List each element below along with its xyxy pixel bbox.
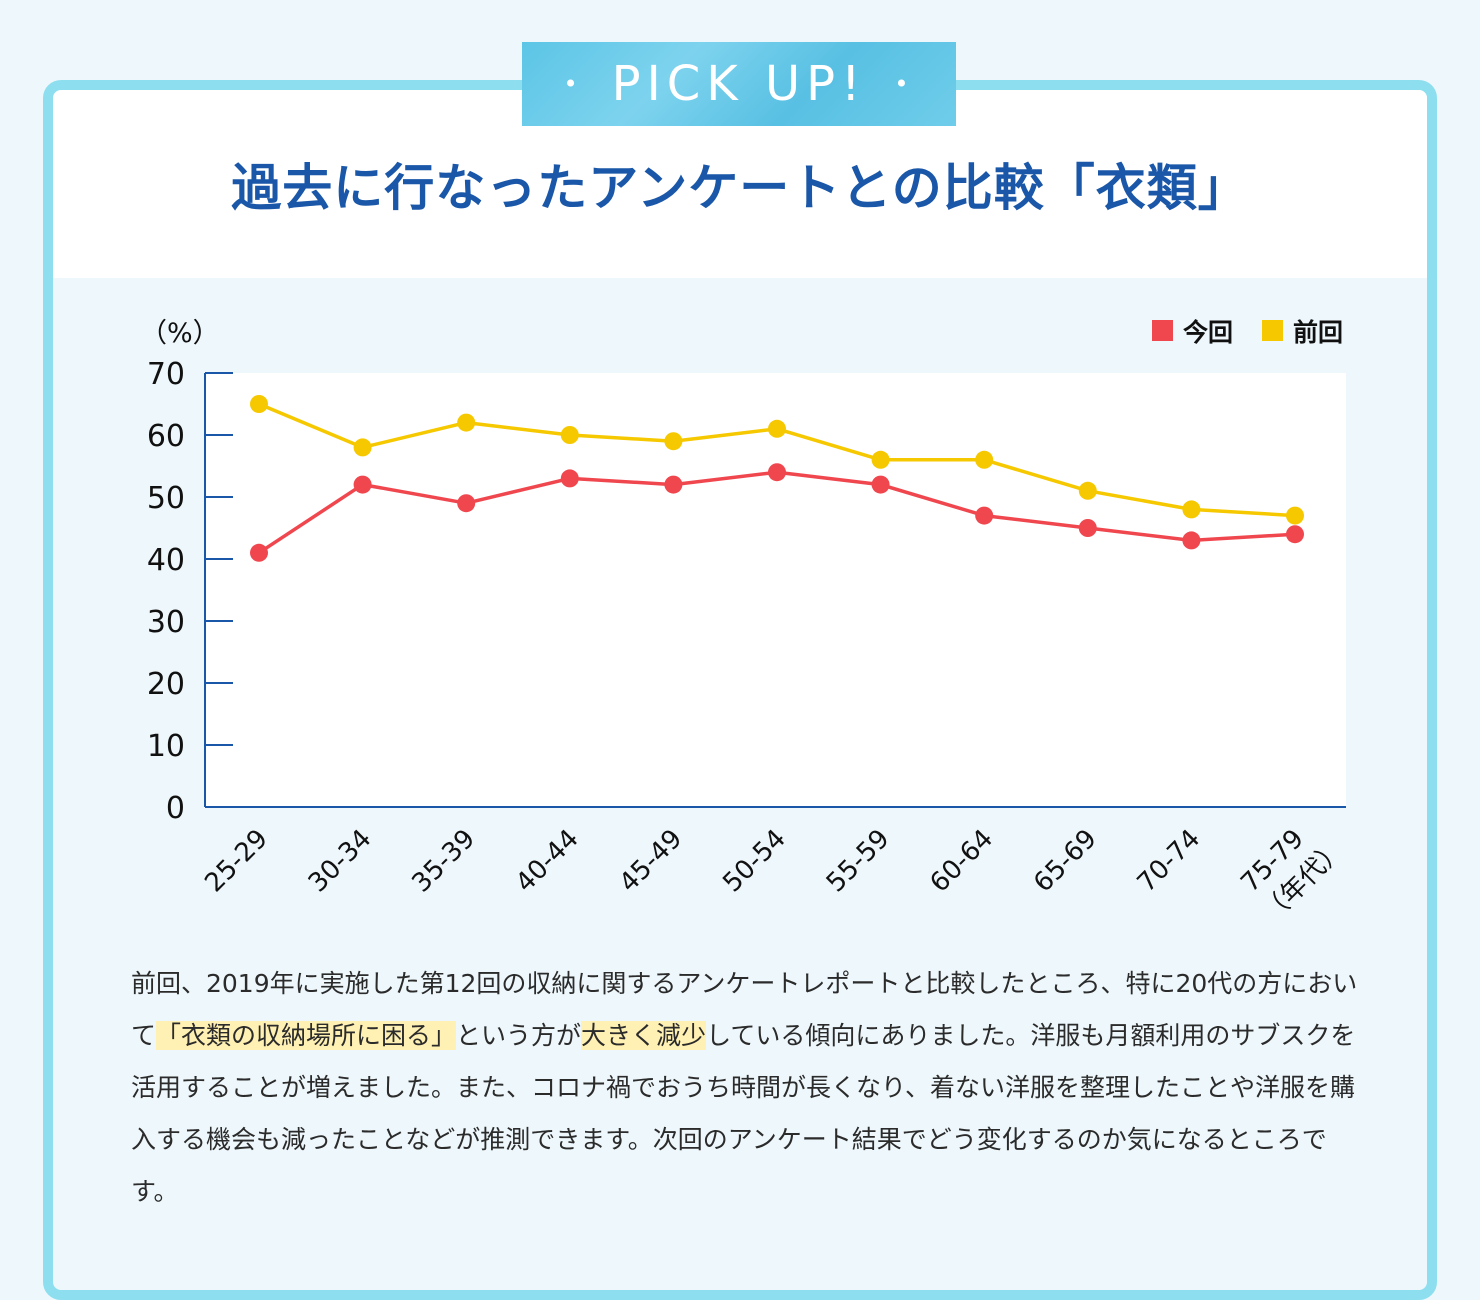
data-point-1 <box>1286 506 1304 525</box>
data-point-0 <box>1286 525 1304 544</box>
legend-label-0: 今回 <box>1183 318 1233 347</box>
y-tick-label: 20 <box>147 667 185 702</box>
y-tick-label: 10 <box>147 729 185 764</box>
badge-dot-left: • <box>563 70 584 98</box>
data-point-1 <box>250 395 268 413</box>
data-point-0 <box>768 463 786 482</box>
description-part-2: という方が <box>456 1021 582 1050</box>
badge-dot-right: • <box>894 70 915 98</box>
data-point-0 <box>975 506 994 525</box>
legend-swatch-0 <box>1152 320 1173 341</box>
data-point-0 <box>250 543 268 562</box>
data-point-1 <box>457 413 476 432</box>
legend-label-1: 前回 <box>1293 318 1343 347</box>
y-axis-label: （%） <box>140 318 220 349</box>
description-part-1: 前回、2019年に実施した第12回の収納に関するアンケートレポートと比較したとこ… <box>131 969 1358 1050</box>
pickup-badge: • PICK UP! • <box>522 42 956 126</box>
x-tick-label: 45-49 <box>614 824 689 899</box>
data-point-1 <box>1078 481 1097 500</box>
line-chart: 0 10 20 30 40 50 60 70 （%） 25-29 30-34 35-39 40-44 45… <box>140 318 1351 928</box>
y-tick-label: 50 <box>147 481 185 516</box>
description-part-3: している傾向にありました。洋服も月額利用のサブスクを活用することが増えました。ま… <box>131 1021 1356 1206</box>
data-point-1 <box>1182 500 1201 519</box>
data-point-1 <box>560 426 579 444</box>
highlight-storage-trouble: 「衣類の収納場所に困る」 <box>156 1021 457 1050</box>
data-point-0 <box>560 469 579 488</box>
x-tick-label: 30-34 <box>303 824 378 899</box>
description-text: 前回、2019年に実施した第12回の収納に関するアンケートレポートと比較したとこ… <box>131 958 1361 1218</box>
data-point-0 <box>1182 531 1201 550</box>
data-point-1 <box>975 450 994 469</box>
x-tick-label: 55-59 <box>821 824 896 899</box>
badge-label: PICK UP! <box>611 56 867 112</box>
highlight-big-decrease: 大きく減少 <box>581 1021 707 1050</box>
y-tick-label: 70 <box>147 357 185 392</box>
x-tick-label: 35-39 <box>407 824 482 899</box>
x-tick-label: 25-29 <box>199 824 274 899</box>
x-tick-label: 40-44 <box>510 824 585 899</box>
page-title: 過去に行なったアンケートとの比較「衣類」 <box>231 159 1249 217</box>
data-point-1 <box>664 432 683 451</box>
x-tick-label: 50-54 <box>717 824 792 899</box>
data-point-0 <box>1078 519 1097 537</box>
plot-area <box>205 373 1346 807</box>
x-tick-label: 65-69 <box>1028 824 1103 899</box>
y-tick-label: 30 <box>147 605 185 640</box>
data-point-1 <box>768 419 786 438</box>
x-tick-label: 60-64 <box>925 824 1000 899</box>
data-point-1 <box>871 450 890 469</box>
data-point-1 <box>353 438 372 457</box>
data-point-0 <box>664 475 683 494</box>
y-tick-label: 60 <box>147 419 185 454</box>
data-point-0 <box>353 475 372 494</box>
x-tick-label: 70-74 <box>1132 824 1207 899</box>
data-point-0 <box>457 494 476 513</box>
y-tick-label: 0 <box>166 791 185 826</box>
y-tick-label: 40 <box>147 543 185 578</box>
data-point-0 <box>871 475 890 494</box>
legend-swatch-1 <box>1262 320 1283 341</box>
